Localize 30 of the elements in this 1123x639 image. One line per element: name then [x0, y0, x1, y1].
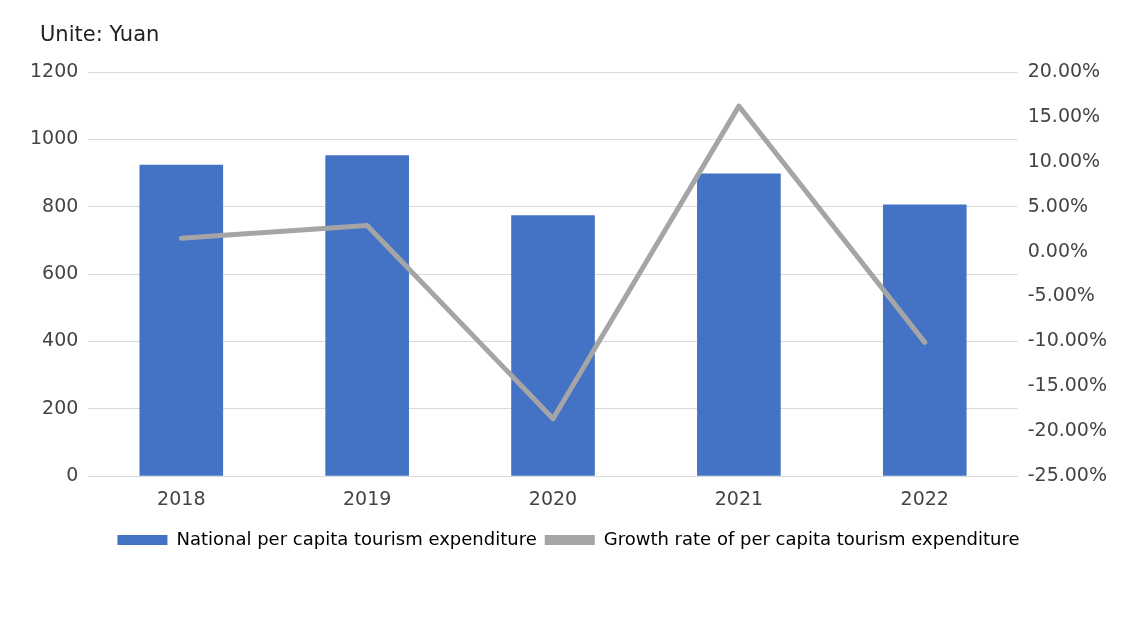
- x-tick-label: 2022: [900, 486, 949, 509]
- y-axis-title: Unite: Yuan: [40, 22, 160, 46]
- x-tick-label: 2018: [157, 486, 206, 509]
- y2-tick-label: -25.00%: [1027, 463, 1108, 486]
- bar: [697, 173, 781, 476]
- y2-tick-label: -20.00%: [1027, 418, 1108, 441]
- y-tick-label: 600: [42, 261, 79, 284]
- y-tick-label: 0: [66, 463, 79, 486]
- y2-tick-label: -15.00%: [1027, 373, 1108, 396]
- y2-tick-label: 20.00%: [1027, 58, 1101, 81]
- bar: [139, 164, 224, 476]
- legend-label: National per capita tourism expenditure: [176, 527, 537, 549]
- bar: [882, 204, 967, 476]
- y2-tick-label: 0.00%: [1027, 238, 1089, 261]
- bar: [511, 215, 595, 476]
- x-tick-label: 2020: [528, 486, 578, 509]
- y2-tick-label: -5.00%: [1027, 283, 1095, 306]
- y2-tick-label: 5.00%: [1027, 193, 1089, 216]
- x-tick-label: 2021: [714, 486, 764, 509]
- y-tick-label: 200: [42, 395, 79, 418]
- y-tick-label: 800: [42, 193, 79, 216]
- y-tick-label: 400: [42, 328, 79, 351]
- y2-tick-label: -10.00%: [1027, 328, 1108, 351]
- y-tick-label: 1200: [29, 58, 79, 81]
- x-tick-label: 2019: [342, 486, 392, 509]
- legend-label: Growth rate of per capita tourism expenditure: [603, 527, 1020, 549]
- y-tick-label: 1000: [29, 126, 79, 149]
- bar: [325, 155, 409, 476]
- y2-tick-label: 15.00%: [1027, 103, 1101, 126]
- y2-tick-label: 10.00%: [1027, 148, 1101, 171]
